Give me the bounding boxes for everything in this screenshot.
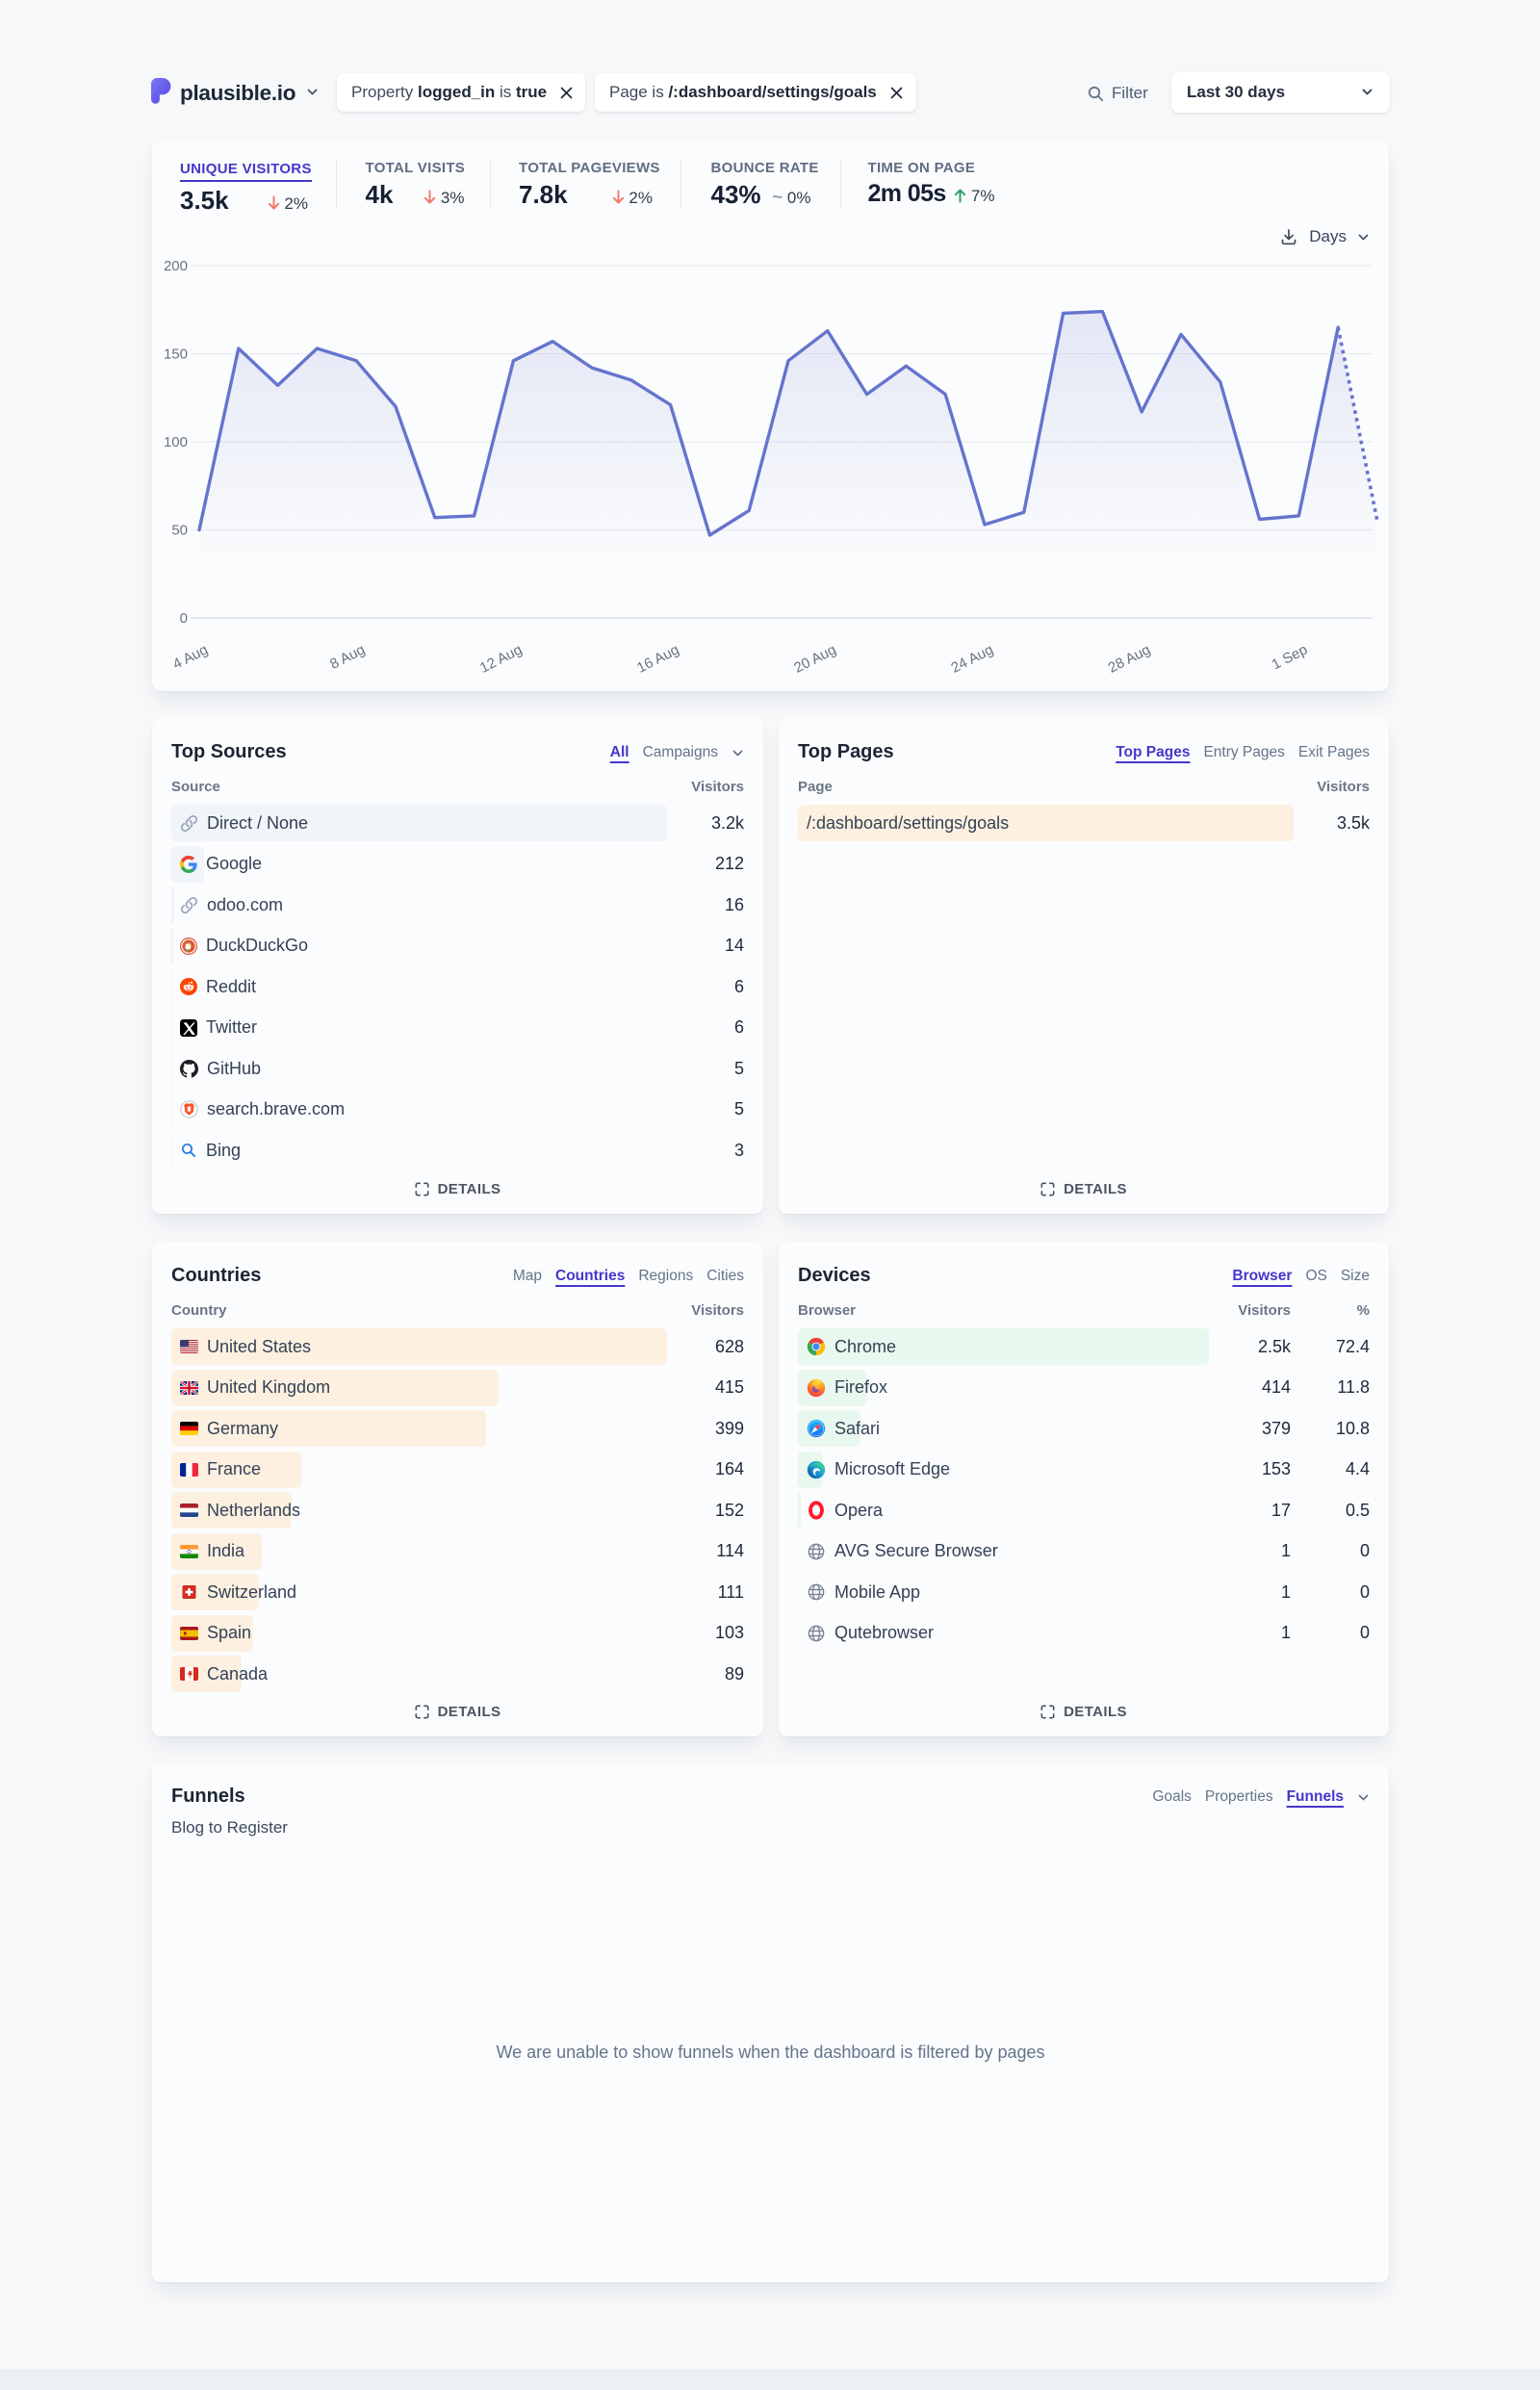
svg-text:1 Sep: 1 Sep [1270,641,1311,673]
svg-text:20 Aug: 20 Aug [791,641,838,676]
svg-text:150: 150 [164,347,188,363]
svg-text:24 Aug: 24 Aug [948,641,995,676]
svg-text:50: 50 [171,523,188,539]
svg-text:12 Aug: 12 Aug [477,641,525,676]
svg-text:100: 100 [164,434,188,450]
svg-text:200: 200 [164,258,188,274]
svg-text:0: 0 [180,610,188,627]
svg-text:4 Aug: 4 Aug [170,641,211,673]
svg-text:16 Aug: 16 Aug [634,641,681,676]
svg-text:28 Aug: 28 Aug [1106,641,1153,676]
svg-text:8 Aug: 8 Aug [327,641,368,673]
